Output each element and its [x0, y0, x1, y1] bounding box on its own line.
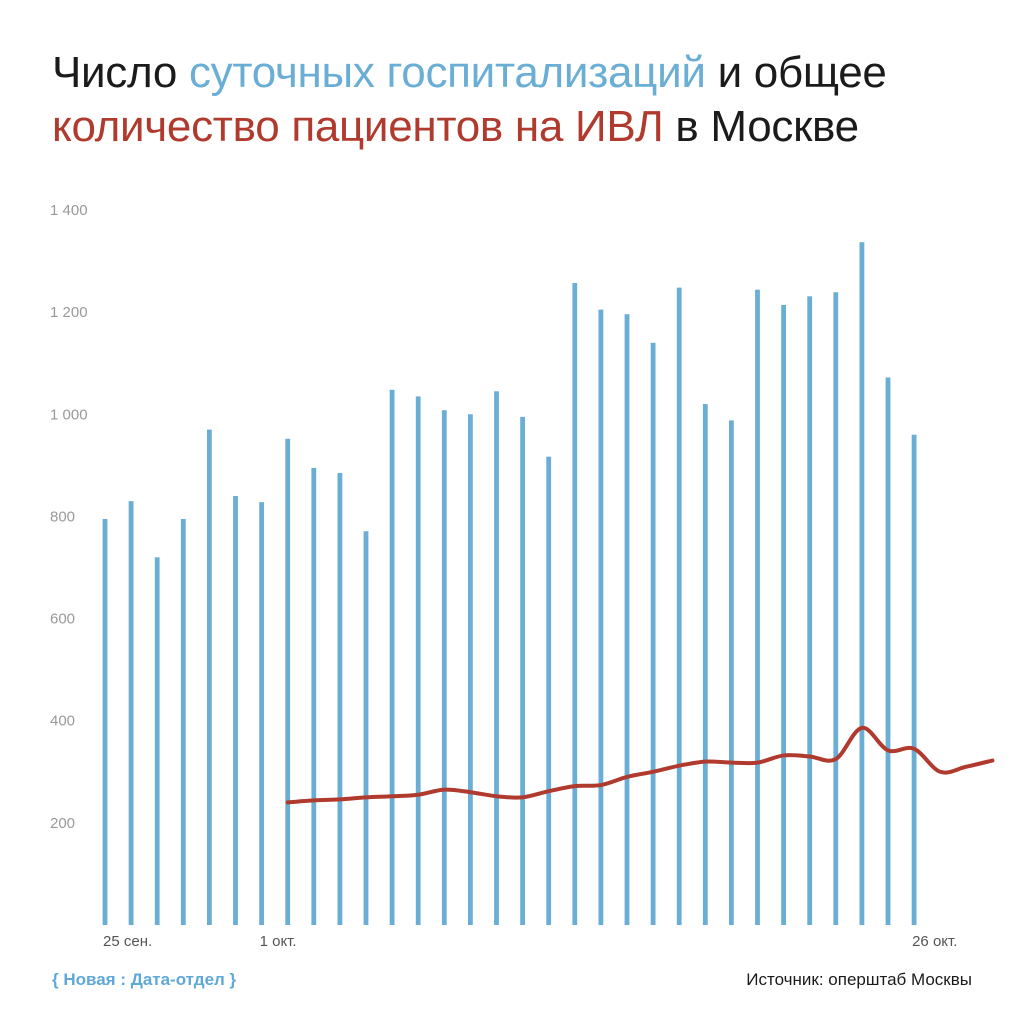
bar-hospitalizations [885, 377, 891, 925]
bar-hospitalizations [598, 309, 604, 925]
brand-logo-text: { Новая : Дата-отдел } [52, 970, 237, 989]
bar-hospitalizations [363, 531, 369, 925]
bar-hospitalizations [494, 391, 499, 925]
bar-hospitalizations [128, 501, 134, 925]
source-note: Источник: оперштаб Москвы [746, 970, 972, 989]
bar-hospitalizations [572, 283, 578, 926]
bar-hospitalizations [311, 467, 317, 925]
title-highlight-hospitalizations: суточных госпитализаций [188, 48, 706, 97]
title-text-3: и общее [705, 48, 887, 97]
bar-hospitalizations [180, 518, 186, 925]
bar-hospitalizations [702, 404, 708, 926]
y-tick-label: 600 [50, 611, 75, 628]
bar-hospitalizations [546, 456, 552, 925]
y-tick-label: 1 000 [50, 406, 88, 423]
bar-hospitalizations [729, 420, 734, 925]
bar-hospitalizations [102, 518, 108, 925]
bar-hospitalizations [833, 292, 839, 926]
bar-hospitalizations [259, 502, 264, 925]
x-tick-label: 26 окт. [912, 933, 957, 950]
x-tick-label: 25 сен. [103, 933, 152, 950]
bar-hospitalizations [415, 396, 421, 925]
line-ventilation [285, 725, 995, 805]
bar-hospitalizations [154, 557, 160, 925]
y-tick-label: 800 [50, 508, 75, 525]
title-text-5: в Москве [663, 102, 859, 151]
bar-hospitalizations [233, 496, 238, 925]
bar-hospitalizations [520, 416, 525, 925]
bar-hospitalizations [468, 414, 473, 925]
chart-title: Число суточных госпитализаций и общее ко… [52, 46, 992, 154]
bar-hospitalizations [807, 296, 813, 926]
bar-hospitalizations [337, 473, 343, 925]
y-tick-label: 1 200 [50, 304, 88, 321]
title-highlight-ventilation: количество пациентов на ИВЛ [52, 102, 664, 151]
bar-hospitalizations [285, 438, 291, 925]
x-tick-label: 1 окт. [260, 933, 297, 950]
title-text-1: Число [52, 48, 189, 97]
bar-hospitalizations [650, 342, 656, 925]
bar-hospitalizations [441, 410, 447, 925]
bar-hospitalizations [911, 434, 917, 925]
bar-hospitalizations [676, 287, 682, 926]
y-tick-label: 1 400 [50, 202, 88, 219]
bar-hospitalizations [781, 304, 786, 925]
bar-hospitalizations [207, 429, 212, 925]
bar-hospitalizations [859, 242, 865, 926]
bar-hospitalizations [755, 289, 760, 926]
bar-hospitalizations [624, 314, 630, 926]
bar-hospitalizations [389, 389, 395, 925]
y-tick-label: 400 [50, 713, 75, 730]
y-tick-label: 200 [50, 815, 75, 832]
